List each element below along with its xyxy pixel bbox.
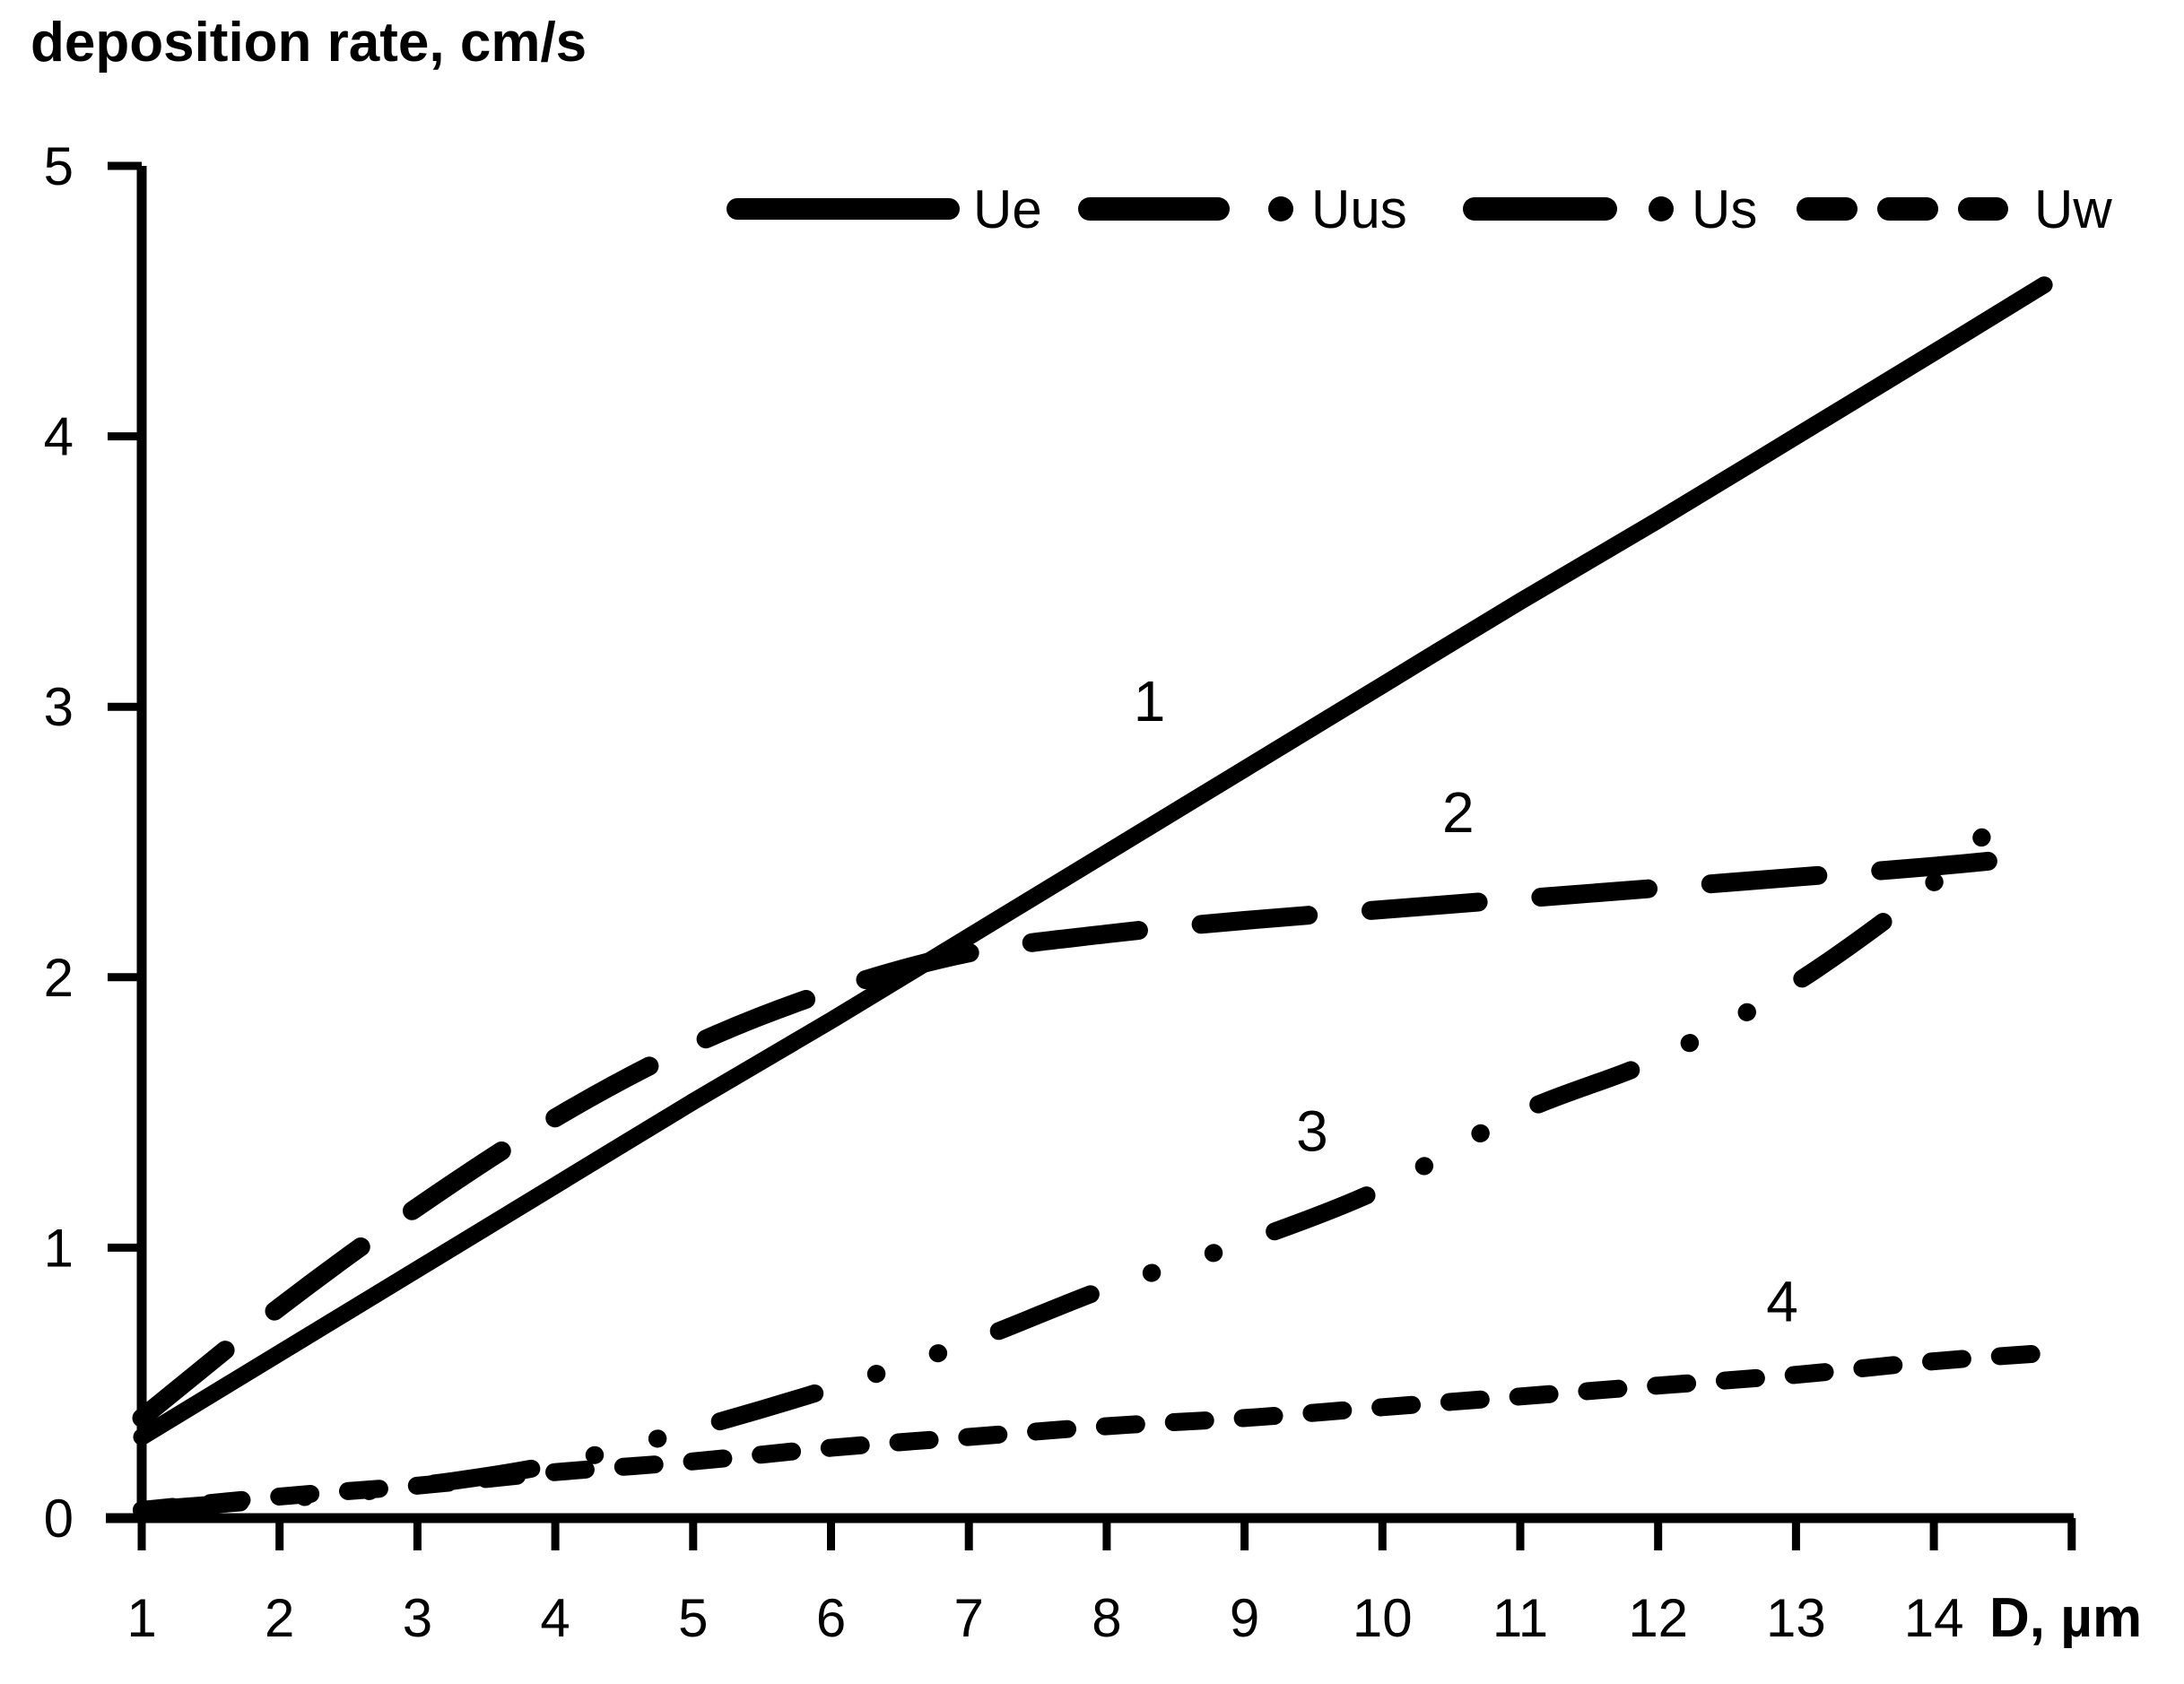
legend-label-uw: Uw [2034, 179, 2112, 239]
curve-label-4: 4 [1766, 1270, 1798, 1334]
curve-label-2: 2 [1442, 780, 1475, 845]
x-tick-label: 2 [265, 1588, 294, 1648]
x-tick-label: 12 [1628, 1588, 1688, 1648]
x-tick-label: 8 [1092, 1588, 1121, 1648]
legend-label-uus: Uus [1311, 179, 1407, 239]
legend-dot-us [1649, 196, 1674, 221]
x-axis-label: D, µm [1989, 1587, 2142, 1649]
series-line-ue [133, 276, 2053, 1445]
y-tick-label: 0 [44, 1489, 74, 1549]
x-tick-label: 7 [954, 1588, 984, 1648]
series-line-uw [133, 1344, 2054, 1519]
legend-label-ue: Ue [973, 179, 1042, 239]
legend-dot-uus [1268, 196, 1293, 221]
x-tick-label: 13 [1766, 1588, 1826, 1648]
x-tick-label: 11 [1492, 1588, 1548, 1648]
legend-label-us: Us [1692, 179, 1757, 239]
y-tick-label: 4 [44, 407, 74, 467]
x-tick-label: 3 [403, 1588, 432, 1648]
x-tick-label: 1 [126, 1588, 156, 1648]
x-tick-label: 10 [1353, 1588, 1413, 1648]
y-tick-label: 2 [44, 948, 74, 1008]
x-tick-label: 4 [540, 1588, 570, 1648]
series-line-us [133, 805, 2012, 1519]
y-tick-label: 1 [44, 1218, 74, 1278]
y-tick-label: 5 [44, 136, 74, 196]
chart-title: deposition rate, cm/s [30, 12, 587, 74]
curve-label-1: 1 [1134, 669, 1166, 733]
series-line-uus [132, 846, 2054, 1428]
x-tick-label: 6 [816, 1588, 846, 1648]
x-tick-label: 9 [1230, 1588, 1259, 1648]
curve-label-3: 3 [1296, 1099, 1328, 1164]
y-tick-label: 3 [44, 677, 74, 737]
x-tick-label: 5 [678, 1588, 708, 1648]
x-tick-label: 14 [1904, 1588, 1964, 1648]
